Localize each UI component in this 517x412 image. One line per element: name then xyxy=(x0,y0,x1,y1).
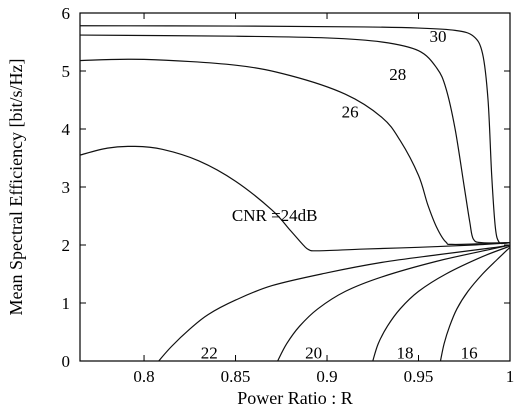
x-tick-label: 0.8 xyxy=(133,367,154,386)
y-tick-label: 3 xyxy=(62,178,71,197)
curve-label: 28 xyxy=(389,65,406,84)
y-axis-title: Mean Spectral Efficiency [bit/s/Hz] xyxy=(6,58,26,315)
series-group xyxy=(79,25,511,362)
series-line-3 xyxy=(79,145,511,252)
curve-labels: 30 28 26 CNR =24dB 22 20 18 16 xyxy=(201,27,478,362)
series-line-2 xyxy=(79,58,511,246)
y-tick-label: 6 xyxy=(62,4,71,23)
y-tick-label: 2 xyxy=(62,236,71,255)
curve-label: CNR =24dB xyxy=(232,206,318,225)
y-tick-label: 0 xyxy=(62,352,71,371)
x-tick-label: 0.95 xyxy=(404,367,434,386)
x-axis-title: Power Ratio : R xyxy=(237,388,353,408)
plot-frame xyxy=(79,12,511,362)
y-tick-label: 1 xyxy=(62,294,71,313)
curve-label: 20 xyxy=(305,343,322,362)
x-tick-label: 1 xyxy=(506,367,515,386)
y-tick-label: 5 xyxy=(62,62,71,81)
series-line-7 xyxy=(439,246,511,362)
curve-label: 26 xyxy=(342,103,359,122)
curve-label: 18 xyxy=(397,343,414,362)
series-line-0 xyxy=(79,25,511,245)
x-tick-label: 0.9 xyxy=(316,367,337,386)
series-line-5 xyxy=(277,244,511,362)
curve-label: 30 xyxy=(429,27,446,46)
axis-ticks: 0.8 0.85 0.9 0.95 1 0 1 2 3 4 5 6 xyxy=(62,4,515,386)
series-line-1 xyxy=(79,34,511,244)
curve-label: 16 xyxy=(461,343,478,362)
y-tick-label: 4 xyxy=(62,120,71,139)
x-tick-label: 0.85 xyxy=(221,367,251,386)
series-line-6 xyxy=(372,245,511,362)
series-line-4 xyxy=(158,244,511,362)
curve-label: 22 xyxy=(201,343,218,362)
